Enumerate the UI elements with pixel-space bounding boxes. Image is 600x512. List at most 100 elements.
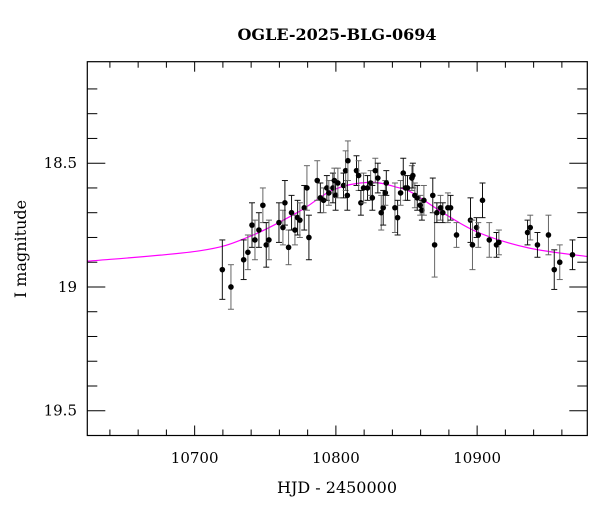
data-point [244, 234, 251, 271]
data-marker [369, 195, 376, 201]
data-marker [453, 232, 460, 238]
data-marker [410, 172, 416, 179]
chart-title: OGLE-2025-BLG-0694 [237, 25, 436, 44]
data-marker [320, 197, 327, 204]
data-marker [496, 239, 502, 246]
data-point [475, 222, 482, 248]
data-point [296, 202, 303, 238]
data-point [409, 162, 416, 189]
data-marker [469, 242, 476, 248]
data-marker [527, 224, 534, 231]
data-point [248, 202, 255, 248]
data-point [227, 264, 234, 310]
data-point [344, 180, 351, 211]
data-point [524, 219, 531, 246]
data-marker [394, 214, 401, 221]
data-marker [297, 217, 303, 223]
data-marker [437, 204, 444, 211]
data-point [255, 212, 262, 248]
data-marker [219, 266, 226, 273]
data-point [569, 239, 576, 271]
data-point [400, 157, 407, 189]
data-marker [364, 185, 371, 191]
data-point [301, 184, 308, 231]
data-point [534, 232, 541, 258]
data-marker [252, 237, 258, 243]
data-point [288, 194, 295, 231]
data-marker [404, 185, 411, 191]
data-point [545, 214, 552, 256]
data-marker [285, 244, 292, 251]
data-marker [249, 222, 255, 228]
data-marker [266, 237, 272, 243]
data-marker [534, 242, 541, 248]
data-marker [383, 180, 390, 186]
data-marker [335, 180, 341, 186]
data-marker [486, 237, 493, 243]
x-tick-label: 10700 [171, 449, 219, 467]
data-point [437, 194, 444, 221]
data-point [303, 165, 310, 211]
data-marker [353, 167, 360, 174]
data-point [394, 199, 401, 236]
data-marker [419, 207, 425, 214]
data-point [259, 187, 266, 224]
data-marker [326, 190, 332, 196]
data-marker [479, 197, 486, 204]
data-marker [372, 167, 379, 174]
data-marker [260, 202, 266, 209]
data-point [291, 214, 298, 246]
y-tick-label: 19.5 [44, 402, 77, 420]
data-point [275, 202, 282, 243]
data-point [314, 160, 321, 201]
data-point [551, 249, 558, 290]
data-point [447, 194, 454, 221]
data-marker [256, 227, 262, 233]
data-point [305, 214, 312, 261]
data-marker [282, 200, 288, 206]
data-marker [301, 204, 308, 211]
data-marker [440, 209, 446, 216]
data-marker [340, 182, 347, 189]
data-point [323, 175, 330, 201]
data-point [380, 189, 387, 226]
data-point [527, 214, 534, 241]
data-marker [551, 266, 558, 273]
data-marker [392, 204, 398, 211]
data-marker [380, 204, 387, 211]
data-marker [397, 190, 404, 196]
data-point [469, 219, 476, 271]
data-marker [292, 227, 298, 233]
data-marker [306, 234, 312, 241]
y-axis-label: I magnitude [11, 200, 30, 298]
data-marker [245, 249, 251, 256]
data-point [334, 167, 341, 199]
data-marker [330, 185, 336, 191]
data-marker [382, 190, 389, 196]
axis-ticks [86, 61, 588, 437]
data-marker [324, 185, 330, 191]
data-marker [569, 251, 576, 258]
data-marker [276, 219, 282, 226]
data-point [263, 222, 270, 268]
data-marker [475, 232, 482, 238]
data-marker [360, 185, 367, 191]
data-marker [240, 256, 247, 263]
data-point [439, 202, 446, 224]
data-point [374, 162, 381, 194]
data-marker [263, 242, 270, 248]
plot-frame [86, 61, 588, 437]
data-marker [342, 167, 349, 174]
data-point [433, 202, 440, 224]
data-marker [447, 204, 454, 211]
data-point [420, 184, 427, 216]
data-point [414, 184, 421, 211]
data-marker [400, 170, 407, 176]
data-point [219, 239, 226, 300]
data-marker [332, 192, 339, 199]
data-marker [288, 209, 295, 216]
data-marker [524, 229, 531, 236]
y-tick-label: 18.5 [44, 154, 77, 172]
data-marker [367, 180, 374, 186]
